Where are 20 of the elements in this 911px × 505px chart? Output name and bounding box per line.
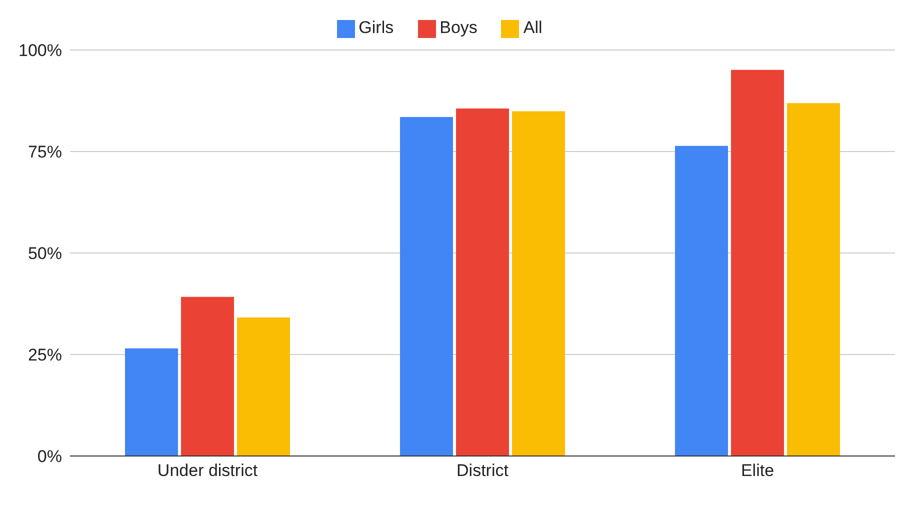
legend-label: Girls — [358, 18, 394, 37]
legend-label: All — [523, 18, 542, 37]
bar — [125, 348, 178, 456]
bar — [456, 108, 509, 456]
x-tick-label: District — [456, 461, 509, 480]
y-tick-label: 50% — [28, 244, 62, 264]
bar — [400, 116, 453, 456]
x-tick-label: Elite — [740, 461, 774, 480]
bar — [181, 296, 234, 456]
legend-label: Boys — [440, 18, 478, 37]
x-tick-label: Under district — [157, 461, 258, 480]
y-tick-label: 25% — [28, 346, 62, 365]
y-tick-label: 100% — [18, 41, 62, 60]
bar — [787, 103, 840, 456]
bar — [731, 70, 784, 456]
bar — [675, 146, 728, 456]
bar — [512, 111, 565, 456]
y-tick-label: 75% — [28, 142, 62, 162]
bar — [237, 318, 290, 456]
y-tick-label: 0% — [37, 447, 62, 466]
